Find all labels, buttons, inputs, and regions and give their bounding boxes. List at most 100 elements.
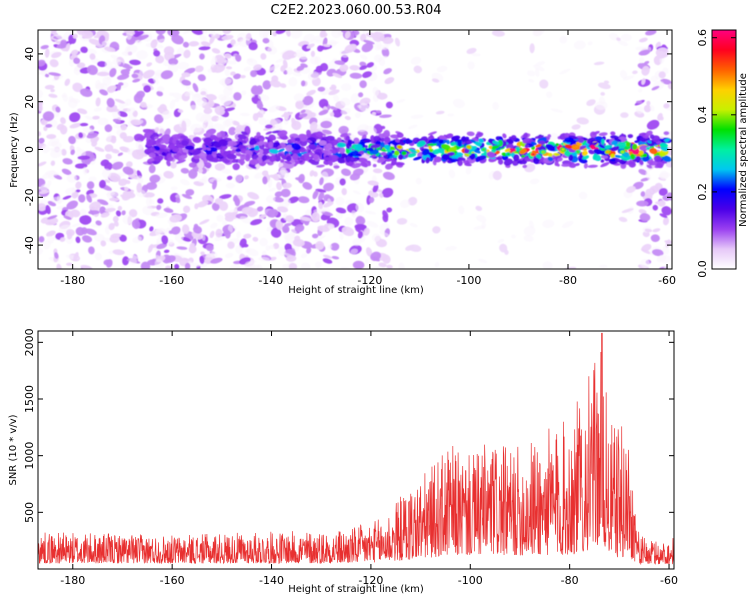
heatmap-cell: [305, 209, 312, 216]
heatmap-cell: [638, 49, 651, 56]
heatmap-cell: [122, 214, 133, 225]
heatmap-cell: [330, 84, 337, 90]
heatmap-cell: [373, 135, 380, 141]
heatmap-cell: [250, 218, 263, 226]
heatmap-cell: [183, 258, 190, 262]
heatmap-cell: [233, 92, 242, 101]
heatmap-cell: [326, 41, 340, 45]
heatmap-cell: [254, 145, 260, 151]
heatmap-cell: [209, 147, 218, 152]
heatmap-cell: [542, 261, 553, 269]
heatmap-cell: [269, 256, 277, 261]
heatmap-cell: [561, 148, 565, 151]
heatmap-cell: [224, 230, 231, 239]
heatmap-cell: [277, 206, 289, 213]
heatmap-cell: [357, 104, 362, 109]
heatmap-cell: [221, 34, 234, 41]
heatmap-cell: [478, 138, 484, 143]
heatmap-cell: [154, 155, 164, 162]
heatmap-cell: [128, 209, 138, 218]
heatmap-cell: [351, 163, 362, 169]
heatmap-cell: [231, 120, 240, 126]
heatmap-cell: [162, 135, 171, 143]
heatmap-cell: [105, 153, 112, 160]
heatmap-cell: [382, 214, 389, 223]
heatmap-cell: [100, 240, 107, 247]
heatmap-cell: [247, 58, 254, 63]
heatmap-cell: [450, 142, 457, 147]
heatmap-cell: [50, 30, 57, 35]
heatmap-cell: [268, 64, 280, 72]
heatmap-cell: [299, 139, 308, 147]
snr-x-axis: -180 -160 -140 -120 -100 -80 -60: [60, 331, 678, 587]
heatmap-cell: [219, 77, 232, 86]
heatmap-cell: [153, 76, 159, 85]
heatmap-cell: [198, 46, 211, 51]
heatmap-cell: [259, 149, 264, 154]
heatmap-cell: [210, 30, 216, 37]
heatmap-cell: [317, 45, 324, 52]
heatmap-cell: [171, 34, 184, 45]
heatmap-cell: [316, 164, 325, 168]
heatmap-cell: [368, 196, 375, 204]
heatmap-cell: [341, 226, 355, 237]
heatmap-cell: [181, 193, 193, 200]
heatmap-cell: [312, 233, 319, 239]
heatmap-cell: [148, 164, 156, 174]
heatmap-cell: [95, 97, 101, 107]
heatmap-x-axis: -180 -160 -140 -120 -100 -80 -60: [60, 30, 676, 287]
heatmap-cell: [168, 58, 179, 66]
heatmap-cell: [634, 139, 640, 144]
heatmap-cell: [291, 120, 302, 131]
heatmap-cell: [244, 200, 256, 207]
heatmap-cell: [306, 129, 312, 137]
heatmap-cell: [102, 76, 112, 86]
heatmap-cell: [154, 146, 161, 151]
heatmap-cell: [245, 248, 251, 253]
heatmap-cell: [130, 119, 142, 126]
heatmap-cell: [653, 155, 662, 163]
heatmap-cell: [603, 80, 610, 84]
heatmap-cell: [323, 157, 333, 161]
heatmap-cell: [598, 132, 608, 137]
heatmap-cell: [149, 174, 161, 183]
heatmap-cell: [410, 56, 422, 65]
heatmap-cell: [140, 101, 147, 108]
heatmap-cell: [117, 110, 128, 118]
heatmap-cell: [106, 97, 115, 108]
heatmap-cell: [172, 30, 180, 35]
heatmap-cell: [66, 262, 73, 266]
heatmap-cell: [640, 258, 650, 269]
heatmap-cell: [614, 137, 622, 143]
heatmap-cell: [548, 153, 553, 158]
heatmap-x-tick-label: -140: [258, 274, 283, 287]
heatmap-cell: [367, 180, 379, 186]
heatmap-cell: [335, 207, 347, 214]
heatmap-cell: [377, 156, 387, 163]
heatmap-cell: [475, 214, 487, 223]
heatmap-cell: [288, 196, 299, 204]
heatmap-cell: [206, 93, 217, 101]
heatmap-cell: [126, 107, 136, 114]
heatmap-cell: [232, 163, 240, 171]
heatmap-cell: [547, 134, 552, 138]
heatmap-cell: [300, 109, 306, 114]
heatmap-cell: [193, 155, 200, 160]
heatmap-cell: [593, 61, 605, 66]
heatmap-cell: [501, 140, 507, 147]
heatmap-cell: [222, 119, 231, 128]
heatmap-cell: [214, 163, 226, 171]
heatmap-cell: [471, 53, 481, 57]
heatmap-cell: [383, 144, 391, 150]
heatmap-cell: [292, 71, 302, 77]
heatmap-cell: [259, 237, 268, 247]
heatmap-cell: [122, 166, 134, 175]
heatmap-cell: [385, 101, 393, 109]
heatmap-cell: [356, 124, 369, 133]
heatmap-x-tick-label: -120: [357, 274, 382, 287]
heatmap-cell: [104, 227, 110, 235]
heatmap-cell: [144, 104, 154, 109]
heatmap-cell: [101, 40, 110, 47]
heatmap-cell: [519, 148, 527, 155]
heatmap-cell: [41, 144, 50, 154]
